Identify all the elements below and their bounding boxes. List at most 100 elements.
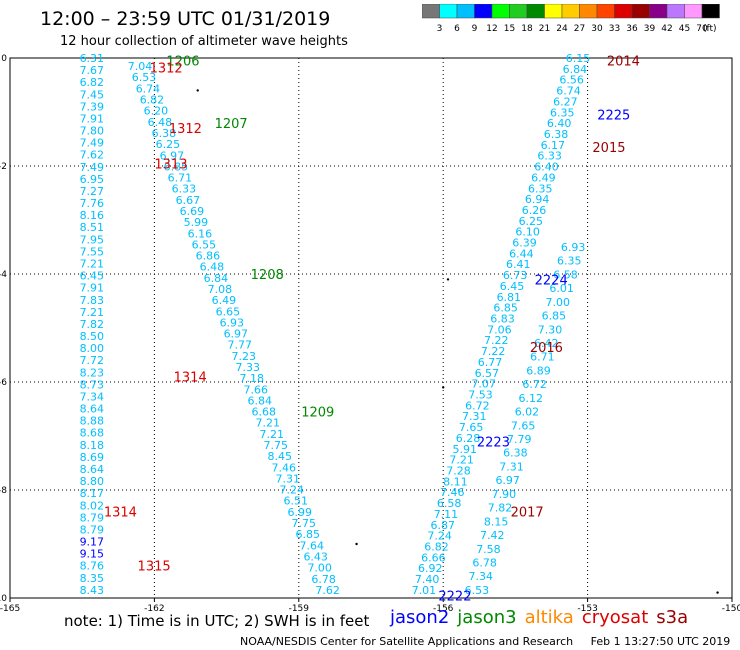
swh-value: 9.15 — [80, 548, 105, 561]
swh-value: 6.48 — [148, 116, 173, 129]
swh-value: 5.99 — [184, 216, 209, 229]
swh-value: 6.74 — [136, 82, 161, 95]
swh-value: 6.81 — [497, 291, 522, 304]
x-tick-label: -162 — [144, 604, 164, 614]
swh-value: 7.34 — [80, 390, 105, 403]
time-label: 1312 — [150, 62, 183, 77]
swh-value: 7.21 — [449, 454, 474, 467]
swh-value: 6.72 — [465, 399, 490, 412]
swh-value: 6.26 — [522, 204, 547, 217]
satellite-legend: jason2 jason3 altika cryosat s3a — [390, 607, 696, 628]
time-label: 2224 — [535, 273, 568, 288]
swh-value: 7.21 — [260, 428, 285, 441]
swh-value: 7.53 — [468, 389, 493, 402]
swh-value: 6.38 — [152, 127, 177, 140]
scale-tick-label: 12 — [486, 24, 497, 34]
swh-value: 8.45 — [268, 450, 293, 463]
swh-value: 8.68 — [80, 427, 105, 440]
swh-value: 6.53 — [132, 71, 157, 84]
swh-value: 7.33 — [236, 361, 261, 374]
swh-value: 6.40 — [547, 117, 572, 130]
scale-tick-label: 9 — [472, 24, 478, 34]
swh-value: 6.56 — [559, 74, 584, 87]
swh-value: 6.85 — [542, 310, 567, 323]
swh-value: 6.71 — [168, 172, 193, 185]
swh-value: 7.65 — [459, 421, 484, 434]
time-label: 1315 — [138, 560, 171, 575]
island-marker — [446, 278, 450, 281]
scale-tick-label: 27 — [574, 24, 585, 34]
swh-value: 8.76 — [80, 560, 105, 573]
color-scale-legend: 3 6 9 12 15 18 21 24 27 30 33 36 39 42 45 70(ft) — [422, 4, 720, 34]
swh-value: 7.31 — [275, 472, 300, 485]
swh-value: 6.68 — [252, 406, 277, 419]
time-label: 2223 — [477, 435, 510, 450]
swh-value: 7.00 — [546, 296, 571, 309]
swh-value: 6.78 — [311, 573, 336, 586]
swh-value: 6.38 — [503, 447, 528, 460]
time-label: 1209 — [301, 406, 334, 421]
time-label: 1208 — [251, 268, 284, 283]
swh-value: 6.51 — [283, 495, 308, 508]
swh-value: 8.11 — [443, 475, 468, 488]
swh-value: 7.82 — [488, 502, 513, 515]
legend-altika: altika — [524, 607, 574, 628]
swh-value: 8.80 — [80, 475, 105, 488]
scale-tick-label: 6 — [454, 24, 460, 34]
time-label: 2222 — [438, 589, 471, 604]
legend-jason2: jason2 — [390, 607, 450, 628]
legend-cryosat: cryosat — [581, 607, 649, 628]
swh-value: 7.11 — [434, 508, 459, 521]
swh-value: 8.69 — [80, 451, 105, 464]
swh-value: 6.65 — [216, 305, 241, 318]
swh-value: 7.40 — [415, 573, 440, 586]
x-tick-label: -165 — [0, 604, 20, 614]
time-label: 1314 — [104, 506, 137, 521]
swh-value: 7.24 — [279, 484, 304, 497]
scale-tick-label: 45 — [679, 24, 690, 34]
scale-tick-label: 24 — [556, 24, 568, 34]
swh-value: 7.91 — [80, 112, 105, 125]
scale-tick-label: 33 — [609, 24, 620, 34]
island-marker — [716, 591, 719, 594]
swh-value: 8.35 — [80, 572, 105, 585]
swh-value: 6.69 — [180, 205, 205, 218]
swh-value: 6.66 — [421, 551, 446, 564]
swh-value: 7.62 — [80, 149, 105, 162]
swh-value: 6.15 — [566, 52, 591, 65]
swh-value: 6.97 — [495, 474, 520, 487]
swh-value: 6.84 — [248, 394, 273, 407]
legend-jason3: jason3 — [457, 607, 517, 628]
swh-value: 7.58 — [476, 543, 501, 556]
swh-value: 6.58 — [553, 268, 578, 281]
swh-value: 6.97 — [160, 149, 185, 162]
swh-value: 8.79 — [80, 511, 105, 524]
swh-value: 7.49 — [80, 137, 105, 150]
swh-value: 8.16 — [80, 209, 105, 222]
swh-value: 7.18 — [240, 372, 265, 385]
swh-value: 8.64 — [80, 463, 105, 476]
swh-value: 6.45 — [80, 270, 105, 283]
swh-value: 6.77 — [478, 356, 503, 369]
time-label: 1207 — [215, 117, 248, 132]
swh-value: 7.95 — [80, 233, 105, 246]
note-text: note: 1) Time is in UTC; 2) SWH is in fe… — [64, 612, 370, 630]
island-marker — [196, 89, 199, 92]
swh-value: 6.73 — [503, 269, 528, 282]
x-tick-label: -159 — [289, 604, 310, 614]
legend-s3a: s3a — [656, 607, 689, 628]
time-label: 2225 — [597, 109, 630, 124]
swh-value: 6.58 — [437, 497, 462, 510]
swh-value: 6.93 — [561, 241, 586, 254]
scale-tick-label: 39 — [644, 24, 656, 34]
swh-value: 7.07 — [471, 378, 496, 391]
swh-value: 7.66 — [244, 383, 269, 396]
swh-value: 6.02 — [515, 406, 540, 419]
swh-value: 6.43 — [303, 550, 328, 563]
swh-value: 7.21 — [80, 306, 105, 319]
swh-value: 6.82 — [140, 94, 165, 107]
swh-value: 7.31 — [499, 460, 524, 473]
swh-value: 8.00 — [80, 342, 105, 355]
swh-value: 6.27 — [553, 95, 578, 108]
swh-value: 7.30 — [538, 323, 563, 336]
